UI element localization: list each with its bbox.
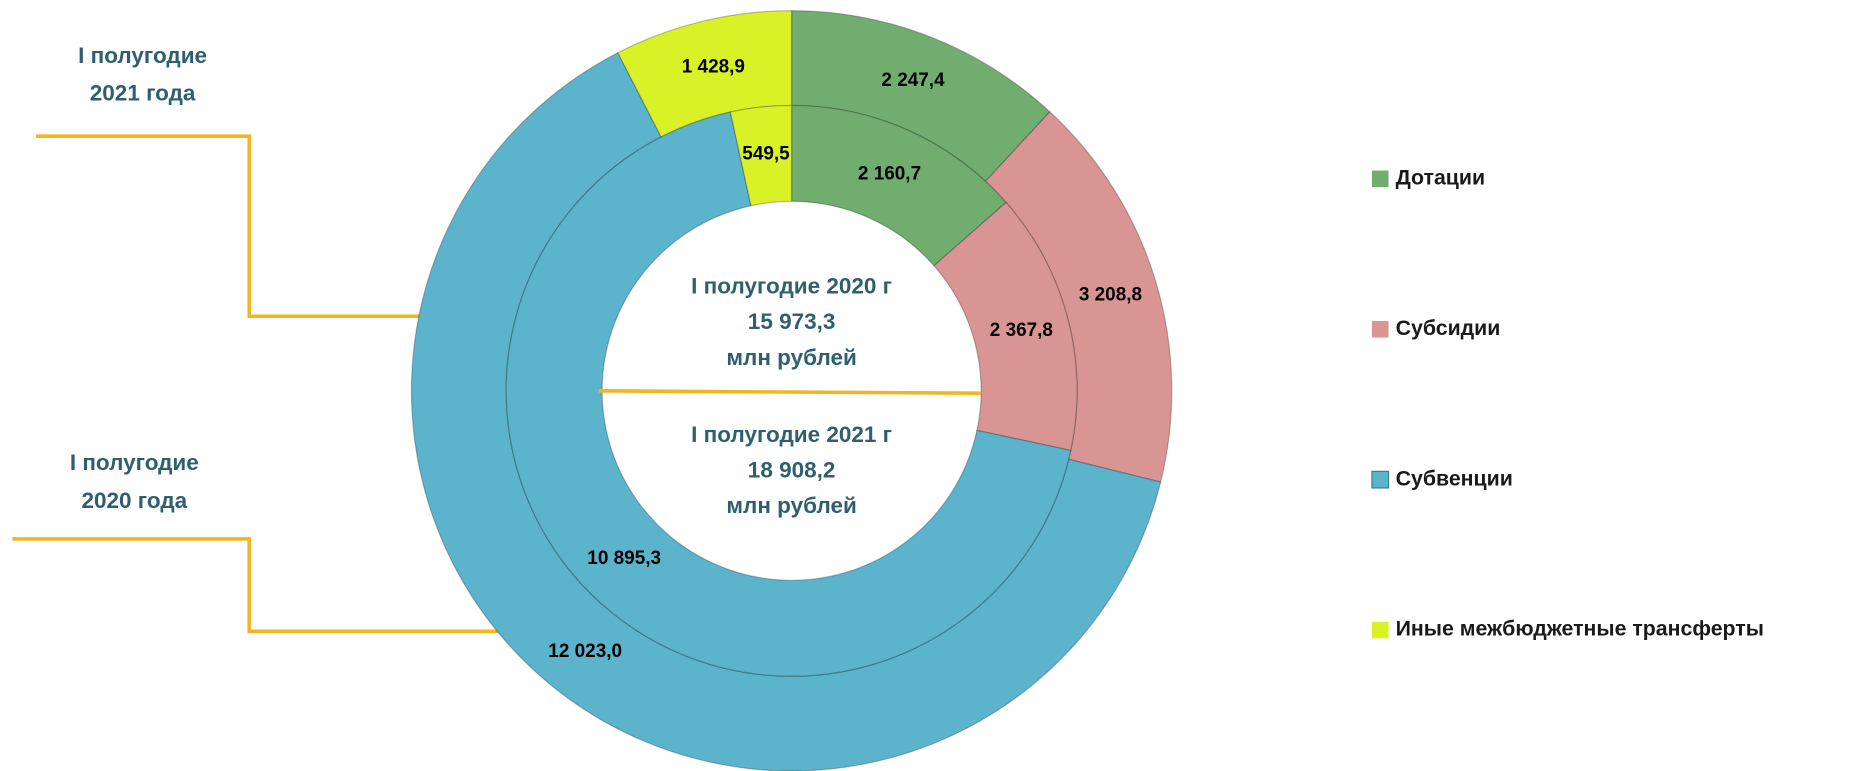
legend-swatch: [1371, 470, 1390, 489]
center-text: I полугодие 2021 г: [691, 422, 892, 447]
data-label: 12 023,0: [548, 641, 622, 662]
data-label: 2 160,7: [858, 163, 921, 184]
center-text: млн рублей: [726, 493, 856, 518]
data-label: 2 247,4: [881, 70, 945, 91]
donut-segment: [791, 104, 1007, 267]
center-text: 18 908,2: [748, 457, 836, 482]
center-text: I полугодие 2020 г: [691, 274, 892, 299]
arrow: [12, 537, 667, 634]
center-text: 15 973,3: [748, 309, 836, 334]
donut-segment: [729, 104, 793, 207]
data-label: 2 367,8: [990, 320, 1053, 341]
annotation: 2020 года: [82, 488, 188, 513]
legend-label: Дотации: [1396, 165, 1485, 189]
legend-label: Субвенции: [1396, 466, 1513, 490]
legend-label: Иные межбюджетные трансферты: [1396, 617, 1764, 641]
legend-swatch: [1371, 621, 1389, 639]
legend-label: Субсидии: [1396, 316, 1501, 340]
annotation: 2021 года: [90, 81, 196, 106]
center-text: млн рублей: [726, 345, 856, 370]
annotation: I полугодие: [70, 450, 199, 475]
data-label: 10 895,3: [587, 548, 661, 569]
legend-swatch: [1371, 170, 1389, 188]
data-label: 549,5: [742, 144, 789, 165]
data-label: 1 428,9: [682, 56, 745, 77]
donut-segment: [933, 201, 1078, 452]
legend-swatch: [1371, 320, 1389, 338]
annotation: I полугодие: [78, 43, 207, 68]
donut-segment: [505, 111, 1072, 677]
arrow: [36, 134, 451, 318]
center-divider: [598, 389, 982, 395]
data-label: 3 208,8: [1079, 284, 1142, 305]
